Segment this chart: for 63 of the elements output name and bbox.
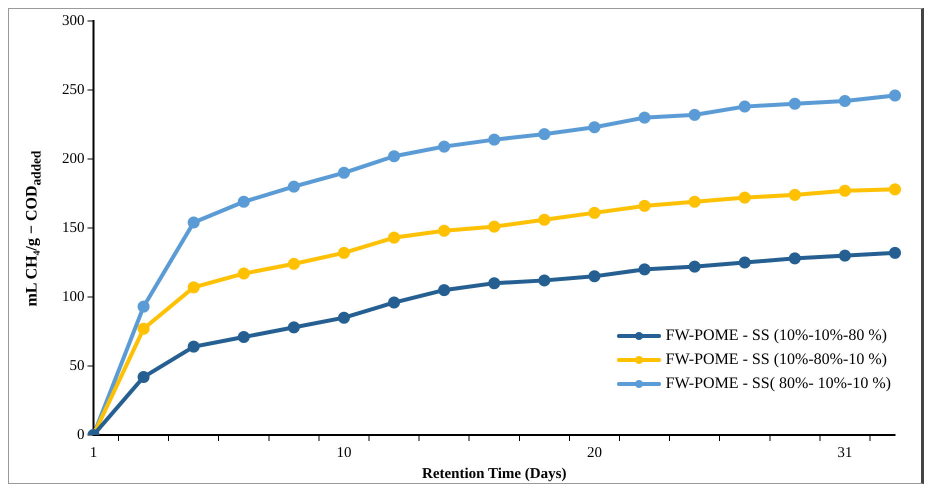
point xyxy=(538,274,550,286)
point xyxy=(488,277,500,290)
x-axis-title: Retention Time (Days) xyxy=(422,466,566,482)
point xyxy=(138,322,150,335)
point xyxy=(788,98,801,110)
point xyxy=(838,250,851,262)
point xyxy=(138,371,150,384)
point xyxy=(688,196,701,208)
legend-label: FW-POME - SS (10%-80%-10 %) xyxy=(666,351,887,369)
point xyxy=(889,90,901,102)
point xyxy=(438,140,450,153)
point xyxy=(288,258,300,270)
point xyxy=(588,206,600,219)
point xyxy=(338,246,350,259)
point xyxy=(488,134,500,146)
point xyxy=(588,121,600,134)
point xyxy=(838,184,851,197)
x-tick-label: 20 xyxy=(586,444,602,461)
point xyxy=(188,216,200,228)
point xyxy=(889,246,901,259)
point xyxy=(438,224,450,237)
point xyxy=(889,183,901,196)
y-tick-label: 300 xyxy=(62,12,84,29)
point xyxy=(638,263,651,276)
point xyxy=(788,188,801,201)
y-tick-label: 0 xyxy=(77,426,84,443)
point xyxy=(338,312,350,324)
point xyxy=(388,232,400,244)
x-tick-label: 1 xyxy=(90,444,98,461)
y-tick-label: 250 xyxy=(62,82,84,98)
point xyxy=(388,150,400,162)
point xyxy=(738,256,751,268)
point xyxy=(338,166,350,179)
point xyxy=(288,321,300,334)
point xyxy=(738,100,751,113)
point xyxy=(288,180,300,193)
y-tick-label: 50 xyxy=(70,358,84,374)
point xyxy=(138,300,150,313)
point xyxy=(588,270,600,282)
point xyxy=(688,260,701,273)
point xyxy=(638,200,651,212)
point xyxy=(238,196,250,208)
point xyxy=(638,112,651,124)
point xyxy=(188,340,200,353)
point xyxy=(488,220,500,233)
point xyxy=(688,108,701,121)
x-tick-label: 10 xyxy=(336,444,352,461)
point xyxy=(238,268,250,280)
point xyxy=(538,128,550,140)
point xyxy=(538,214,550,226)
y-tick-label: 100 xyxy=(62,288,84,305)
point xyxy=(188,281,200,294)
y-tick-label: 150 xyxy=(62,220,84,236)
y-tick-label: 200 xyxy=(62,150,84,167)
point xyxy=(438,284,450,296)
legend-label: FW-POME - SS (10%-10%-80 %) xyxy=(666,327,887,345)
legend-label: FW-POME - SS( 80%- 10%-10 %) xyxy=(666,375,891,393)
point xyxy=(838,95,851,108)
point xyxy=(388,296,400,309)
point xyxy=(738,192,751,204)
point xyxy=(788,252,801,264)
point xyxy=(238,331,250,344)
x-tick-label: 31 xyxy=(837,444,852,461)
